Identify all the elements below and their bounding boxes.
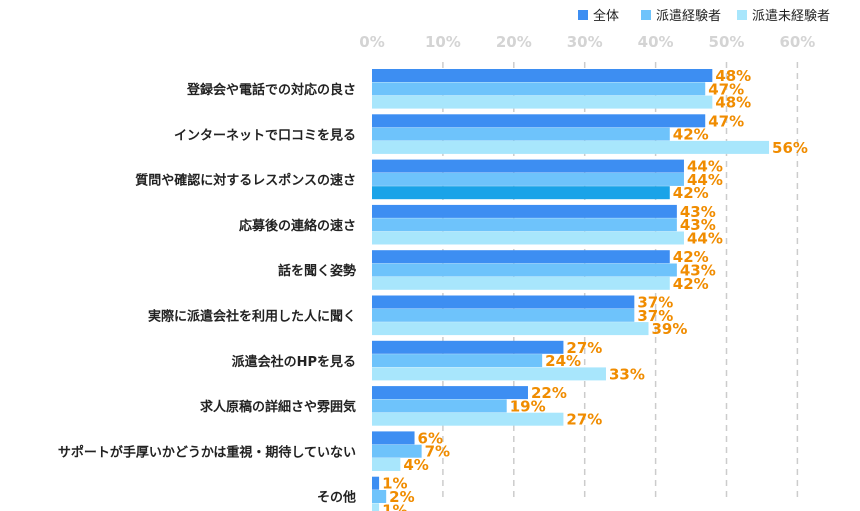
category-label: インターネットで口コミを見る [174, 128, 356, 143]
category-label: 応募後の連絡の速さ [239, 218, 356, 234]
bar [372, 127, 670, 141]
bar [372, 386, 528, 400]
value-label: 42% [673, 184, 709, 202]
bar [372, 172, 684, 186]
bar [372, 458, 401, 471]
value-label: 37% [637, 307, 673, 325]
value-label: 19% [510, 397, 546, 415]
value-label: 44% [687, 171, 723, 189]
bar [372, 114, 706, 128]
value-labels: 48%47%48%47%42%56%44%44%42%43%43%44%42%4… [382, 67, 808, 511]
legend-swatch [641, 10, 651, 20]
value-label: 6% [418, 429, 443, 447]
value-label: 42% [673, 126, 709, 144]
bar [372, 295, 635, 309]
bar [372, 69, 713, 82]
bar [372, 186, 670, 200]
bar [372, 231, 684, 245]
value-label: 4% [403, 456, 428, 474]
category-label: 登録会や電話での対応の良さ [186, 82, 356, 98]
bar [372, 476, 380, 490]
value-label: 1% [382, 475, 407, 493]
bar [372, 322, 649, 336]
value-label: 1% [382, 501, 407, 511]
value-label: 48% [715, 94, 751, 112]
value-label: 44% [687, 158, 723, 176]
value-label: 27% [566, 339, 602, 357]
value-label: 7% [425, 443, 450, 461]
bar [372, 159, 684, 173]
bar [372, 354, 543, 368]
value-label: 43% [680, 216, 716, 234]
bar [372, 412, 564, 426]
value-label: 47% [708, 80, 744, 98]
x-tick-label: 0% [359, 33, 384, 51]
bar [372, 82, 706, 96]
x-tick-label: 10% [425, 33, 461, 51]
bar [372, 490, 387, 503]
value-label: 56% [772, 139, 808, 157]
value-label: 27% [566, 411, 602, 429]
category-labels: 登録会や電話での対応の良さインターネットで口コミを見る質問や確認に対するレスポン… [58, 82, 356, 506]
legend-label: 派遣未経験者 [752, 9, 830, 24]
category-label: 実際に派遣会社を利用した人に聞く [148, 308, 356, 324]
legend-label: 派遣経験者 [656, 9, 721, 24]
legend-swatch [737, 10, 747, 20]
x-tick-label: 50% [709, 33, 745, 51]
value-label: 43% [680, 262, 716, 280]
bar [372, 503, 380, 511]
category-label: サポートが手厚いかどうかは重視・期待していない [58, 444, 356, 460]
value-label: 42% [673, 248, 709, 266]
category-label: 求人原稿の詳細さや雰囲気 [200, 399, 356, 415]
value-label: 44% [687, 230, 723, 248]
category-label: 話を聞く姿勢 [278, 263, 356, 279]
legend: 全体 派遣経験者 派遣未経験者 [578, 8, 830, 24]
bar [372, 250, 670, 264]
category-label: 派遣会社のHPを見る [232, 354, 356, 370]
x-tick-label: 30% [567, 33, 603, 51]
bar [372, 308, 635, 322]
category-label: 質問や確認に対するレスポンスの速さ [135, 173, 356, 189]
value-label: 24% [545, 352, 581, 370]
x-tick-label: 20% [496, 33, 532, 51]
value-label: 33% [609, 365, 645, 383]
bar [372, 95, 713, 109]
bar [372, 140, 770, 154]
bar [372, 399, 507, 413]
category-label: その他 [317, 490, 356, 506]
x-tick-label: 60% [779, 33, 815, 51]
bar [372, 276, 670, 290]
value-label: 39% [652, 320, 688, 338]
bar [372, 367, 606, 381]
bar [372, 204, 677, 218]
bar [372, 431, 415, 445]
grid-lines [442, 62, 799, 500]
value-label: 37% [637, 294, 673, 312]
value-label: 48% [715, 67, 751, 85]
bars [372, 69, 770, 511]
value-label: 2% [389, 488, 414, 506]
bar [372, 218, 677, 232]
bar [372, 263, 677, 277]
value-label: 42% [673, 275, 709, 293]
legend-label: 全体 [593, 8, 619, 24]
legend-swatch [578, 10, 588, 20]
bar [372, 340, 564, 354]
value-label: 47% [708, 112, 744, 130]
x-axis-ticks: 0% 10% 20% 30% 40% 50% 60% [359, 33, 815, 51]
bar [372, 444, 422, 458]
value-label: 43% [680, 203, 716, 221]
value-label: 22% [531, 384, 567, 402]
x-tick-label: 40% [638, 33, 674, 51]
